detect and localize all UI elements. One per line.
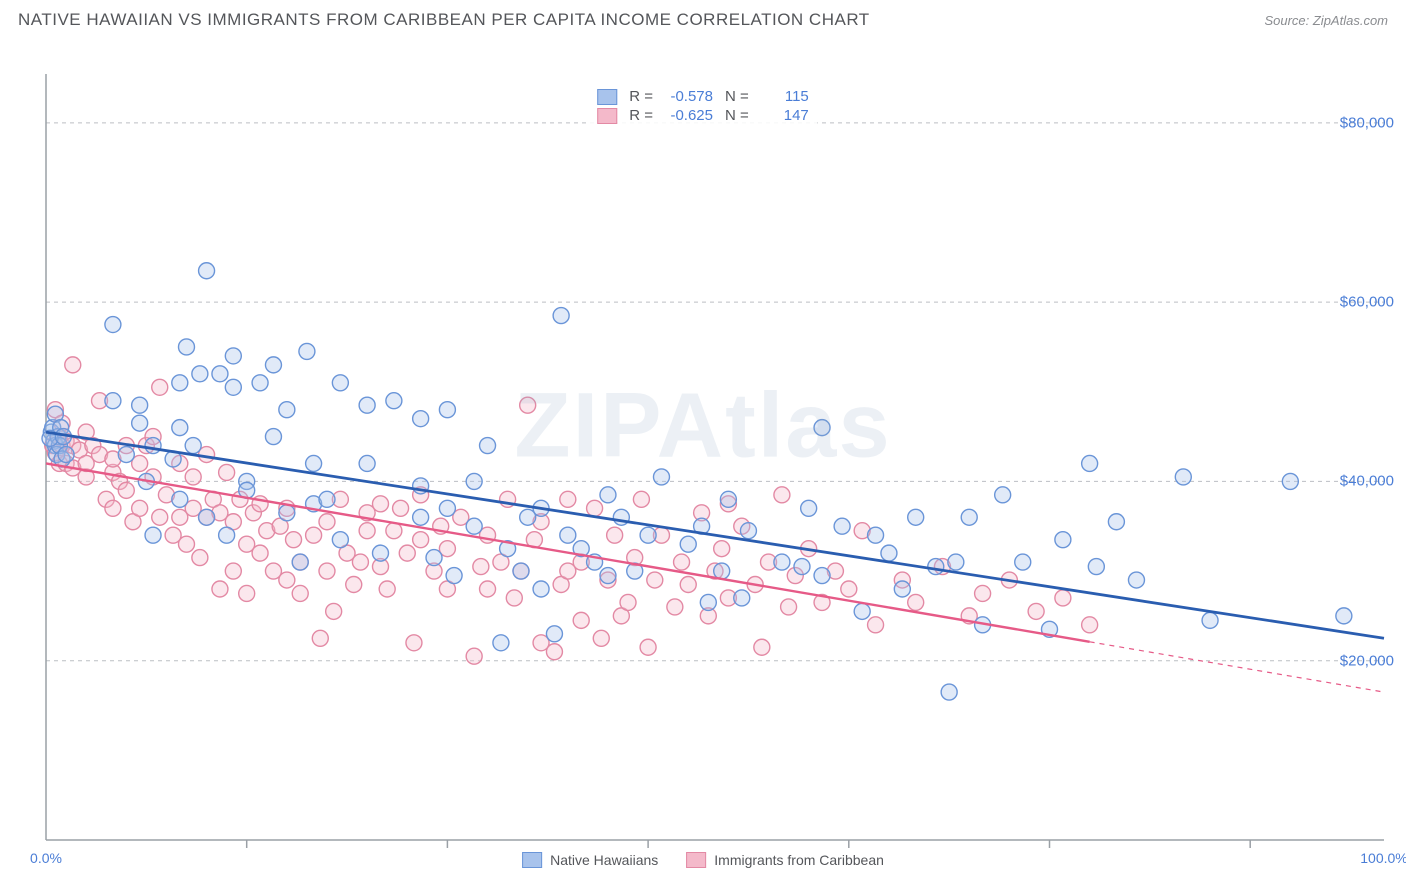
scatter-plot-svg (0, 38, 1406, 848)
n-label: N = (725, 88, 749, 105)
chart-area: Per Capita Income ZIPAtlas R = -0.578 N … (0, 38, 1406, 882)
legend-label-1: Native Hawaiians (550, 852, 658, 868)
legend-swatch-2 (686, 852, 706, 868)
r-value-1: -0.578 (665, 88, 713, 105)
stats-row-series-1: R = -0.578 N = 115 (597, 88, 809, 105)
bottom-legend: Native Hawaiians Immigrants from Caribbe… (522, 852, 884, 868)
legend-item-1: Native Hawaiians (522, 852, 658, 868)
y-tick-label: $80,000 (1340, 114, 1394, 131)
chart-title: NATIVE HAWAIIAN VS IMMIGRANTS FROM CARIB… (18, 10, 870, 30)
y-tick-label: $20,000 (1340, 652, 1394, 669)
stats-swatch-1 (597, 89, 617, 105)
x-tick-label: 100.0% (1360, 850, 1406, 866)
y-tick-label: $60,000 (1340, 294, 1394, 311)
stats-row-series-2: R = -0.625 N = 147 (597, 107, 809, 124)
n-value-1: 115 (761, 88, 809, 105)
legend-label-2: Immigrants from Caribbean (714, 852, 884, 868)
stats-swatch-2 (597, 108, 617, 124)
source-attribution: Source: ZipAtlas.com (1264, 13, 1388, 28)
n-label: N = (725, 107, 749, 124)
correlation-stats-box: R = -0.578 N = 115 R = -0.625 N = 147 (589, 82, 817, 130)
r-label: R = (629, 88, 653, 105)
n-value-2: 147 (761, 107, 809, 124)
legend-swatch-1 (522, 852, 542, 868)
r-label: R = (629, 107, 653, 124)
r-value-2: -0.625 (665, 107, 713, 124)
y-tick-label: $40,000 (1340, 473, 1394, 490)
x-tick-label: 0.0% (30, 850, 62, 866)
chart-header: NATIVE HAWAIIAN VS IMMIGRANTS FROM CARIB… (0, 0, 1406, 38)
legend-item-2: Immigrants from Caribbean (686, 852, 884, 868)
